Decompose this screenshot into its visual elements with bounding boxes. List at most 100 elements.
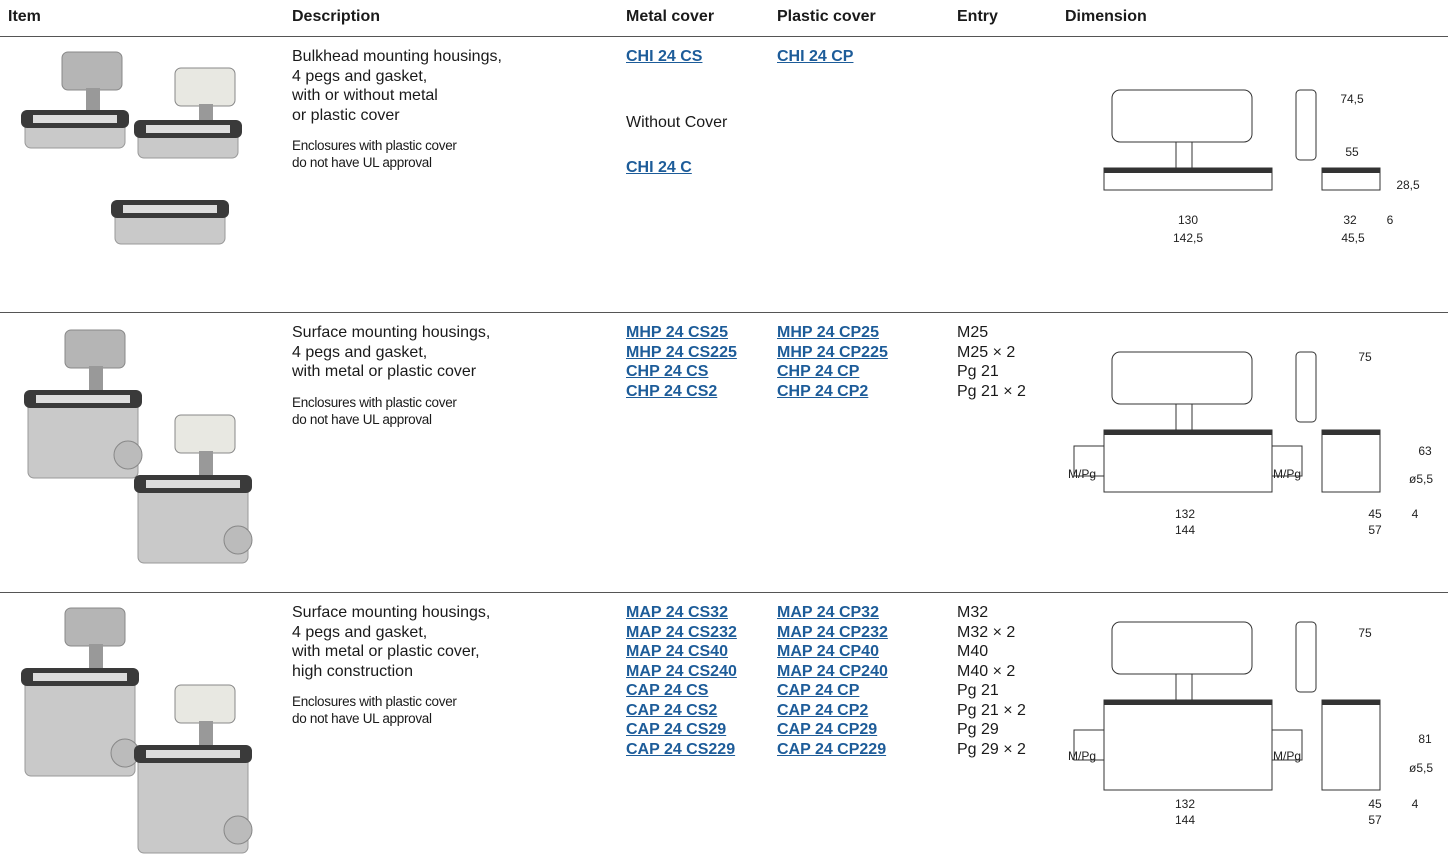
metal-cover-link[interactable]: MHP 24 CS225: [626, 343, 737, 361]
dimension-label: 57: [1368, 523, 1382, 537]
entry: M40: [957, 643, 989, 660]
description: with metal or plastic cover,: [292, 643, 480, 660]
note: Enclosures with plastic cover: [292, 394, 457, 410]
column-header: Plastic cover: [777, 8, 876, 25]
cover: [174, 67, 236, 107]
housing-opening: [36, 395, 130, 403]
dimension-label: 132: [1175, 507, 1195, 521]
housing-opening: [146, 750, 240, 758]
dimension-label: ø5,5: [1409, 472, 1433, 486]
dimension-label: 4: [1412, 507, 1419, 521]
cover-hinge: [199, 451, 213, 477]
note: do not have UL approval: [292, 711, 432, 726]
dimension-label: 45,5: [1341, 231, 1365, 245]
metal-cover-link[interactable]: CHI 24 CS: [626, 48, 703, 65]
drawing-side-cover: [1295, 351, 1317, 423]
header-rule: [0, 36, 1448, 37]
description: Surface mounting housings,: [292, 324, 491, 341]
entry: Pg 29: [957, 721, 999, 738]
drawing-side-cover: [1295, 89, 1317, 161]
dimension-label: 55: [1345, 145, 1359, 159]
metal-cover-link[interactable]: MAP 24 CS232: [626, 623, 737, 641]
entry: M32 × 2: [957, 623, 1016, 641]
plastic-cover-link[interactable]: MAP 24 CP32: [777, 604, 879, 621]
dimension-label: 75: [1358, 350, 1372, 364]
cover: [174, 414, 236, 454]
description: Bulkhead mounting housings,: [292, 48, 502, 65]
plastic-cover-link[interactable]: MAP 24 CP232: [777, 623, 888, 641]
without-cover: Without Cover: [626, 114, 728, 131]
description: with or without metal: [292, 87, 438, 104]
plastic-cover-link[interactable]: MHP 24 CP225: [777, 343, 888, 361]
description: or plastic cover: [292, 106, 400, 124]
column-header: Dimension: [1065, 8, 1147, 25]
cover-hinge: [86, 88, 100, 114]
dimension-label: 6: [1387, 213, 1394, 227]
drawing-gland: [1271, 729, 1303, 761]
cover: [64, 607, 126, 647]
metal-cover-link[interactable]: CAP 24 CS: [626, 682, 709, 699]
cover: [61, 51, 123, 91]
metal-cover-link[interactable]: CHI 24 C: [626, 159, 692, 176]
plastic-cover-link[interactable]: MHP 24 CP25: [777, 324, 879, 341]
housing-entry: [223, 525, 253, 555]
dimension-label: M/Pg: [1273, 467, 1301, 481]
dimension-label: M/Pg: [1068, 749, 1096, 763]
dimension-label: 45: [1368, 507, 1382, 521]
note: do not have UL approval: [292, 155, 432, 170]
dimension-label: 81: [1418, 732, 1432, 746]
plastic-cover-link[interactable]: MAP 24 CP40: [777, 643, 879, 660]
description: 4 pegs and gasket,: [292, 343, 428, 361]
description: 4 pegs and gasket,: [292, 623, 428, 641]
row-rule: [0, 312, 1448, 313]
dimension-label: 57: [1368, 813, 1382, 827]
metal-cover-link[interactable]: CHP 24 CS: [626, 363, 709, 380]
metal-cover-link[interactable]: CAP 24 CS29: [626, 721, 727, 738]
plastic-cover-link[interactable]: CAP 24 CP2: [777, 701, 869, 719]
housing-opening: [33, 673, 127, 681]
drawing-seal: [1104, 700, 1272, 705]
column-header: Entry: [957, 8, 998, 25]
drawing-side-body: [1321, 429, 1381, 493]
description: high construction: [292, 662, 413, 680]
plastic-cover-link[interactable]: MAP 24 CP240: [777, 662, 888, 680]
description: 4 pegs and gasket,: [292, 67, 428, 85]
metal-cover-link[interactable]: CAP 24 CS229: [626, 740, 736, 758]
plastic-cover-link[interactable]: CHP 24 CP2: [777, 382, 869, 400]
drawing-body: [1103, 429, 1273, 493]
housing-opening: [123, 205, 217, 213]
plastic-cover-link[interactable]: CHP 24 CP: [777, 363, 860, 380]
entry: Pg 21: [957, 682, 999, 699]
entry: Pg 21 × 2: [957, 382, 1026, 400]
cover: [64, 329, 126, 369]
metal-cover-link[interactable]: MAP 24 CS32: [626, 604, 728, 621]
plastic-cover-link[interactable]: CHI 24 CP: [777, 48, 854, 65]
drawing-gland: [1073, 729, 1105, 761]
metal-cover-link[interactable]: CAP 24 CS2: [626, 701, 718, 719]
entry: Pg 21: [957, 363, 999, 380]
dimension-label: 45: [1368, 797, 1382, 811]
metal-cover-link[interactable]: CHP 24 CS2: [626, 382, 718, 400]
entry: M32: [957, 604, 989, 621]
cover-hinge: [89, 366, 103, 392]
metal-cover-link[interactable]: MAP 24 CS40: [626, 643, 728, 660]
housing-entry: [113, 440, 143, 470]
dimension-label: 74,5: [1340, 92, 1364, 106]
cover-hinge: [89, 644, 103, 670]
plastic-cover-link[interactable]: CAP 24 CP229: [777, 740, 887, 758]
drawing-side-cover: [1295, 621, 1317, 693]
dimension-label: 75: [1358, 626, 1372, 640]
plastic-cover-link[interactable]: CAP 24 CP: [777, 682, 860, 699]
metal-cover-link[interactable]: MAP 24 CS240: [626, 662, 737, 680]
dimension-label: ø5,5: [1409, 761, 1433, 775]
drawing-side-body: [1321, 699, 1381, 791]
plastic-cover-link[interactable]: CAP 24 CP29: [777, 721, 878, 738]
dimension-label: 132: [1175, 797, 1195, 811]
dimension-label: M/Pg: [1273, 749, 1301, 763]
description: with metal or plastic cover: [292, 363, 477, 380]
drawing-hinge: [1175, 673, 1193, 701]
metal-cover-link[interactable]: MHP 24 CS25: [626, 324, 728, 341]
drawing-cover: [1111, 89, 1253, 143]
entry: M25: [957, 324, 989, 341]
